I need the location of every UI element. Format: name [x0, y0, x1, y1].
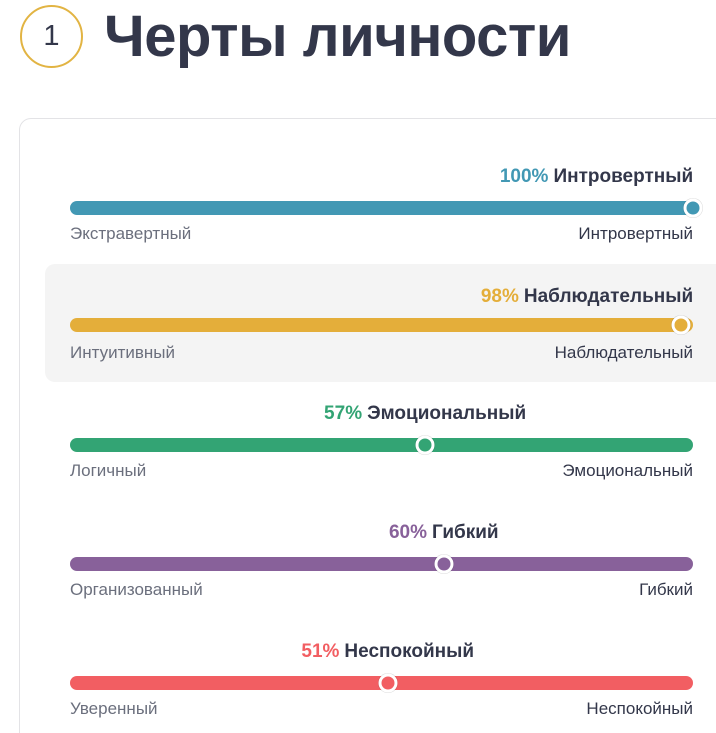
trait-bar — [70, 435, 693, 455]
trait-row-identity[interactable]: 51% Неспокойный Уверенный Неспокойный — [45, 640, 716, 733]
trait-bar-knob — [683, 198, 703, 218]
trait-result: 98% Наблюдательный — [481, 285, 693, 309]
trait-percent: 100% — [499, 166, 549, 187]
trait-result: 100% Интровертный — [500, 165, 693, 189]
trait-row-mind[interactable]: 100% Интровертный Экстравертный Интроверт… — [45, 165, 716, 285]
trait-percent: 57% — [324, 403, 363, 424]
trait-result: 57% Эмоциональный — [324, 402, 526, 426]
trait-row-nature[interactable]: 57% Эмоциональный Логичный Эмоциональный — [45, 402, 716, 522]
trait-bar — [70, 198, 703, 218]
trait-percent: 98% — [480, 286, 519, 307]
trait-right-label: Интровертный — [578, 224, 693, 243]
trait-result-label: Неспокойный — [344, 641, 475, 662]
trait-result-label: Гибкий — [432, 522, 499, 543]
trait-bar-knob — [378, 673, 398, 693]
page-title: Черты личности — [104, 4, 571, 69]
trait-right-label: Неспокойный — [586, 699, 693, 718]
trait-left-label: Логичный — [70, 461, 147, 480]
trait-percent: 51% — [301, 641, 340, 662]
trait-result-label: Эмоциональный — [367, 403, 527, 424]
trait-bar-knob — [671, 315, 691, 335]
trait-result: 51% Неспокойный — [301, 640, 474, 664]
trait-right-label: Наблюдательный — [554, 343, 693, 362]
step-number-badge: 1 — [20, 5, 83, 68]
trait-left-label: Организованный — [70, 580, 203, 599]
trait-right-label: Эмоциональный — [562, 461, 693, 480]
trait-percent: 60% — [388, 522, 428, 543]
trait-left-label: Уверенный — [70, 699, 158, 718]
trait-bar — [70, 673, 693, 693]
section-header: 1 Черты личности — [0, 0, 716, 80]
trait-left-label: Интуитивный — [70, 343, 175, 362]
trait-left-label: Экстравертный — [70, 224, 192, 243]
trait-bar-knob — [415, 435, 435, 455]
trait-bar-knob — [434, 554, 454, 574]
trait-result: 60% Гибкий — [389, 521, 499, 545]
trait-result-label: Интровертный — [553, 166, 694, 187]
trait-result-label: Наблюдательный — [523, 286, 694, 307]
traits-card — [19, 118, 716, 733]
trait-row-tactics[interactable]: 60% Гибкий Организованный Гибкий — [45, 521, 716, 641]
trait-row-energy[interactable]: 98% Наблюдательный Интуитивный Наблюдател… — [45, 264, 716, 382]
trait-bar — [70, 315, 693, 335]
trait-right-label: Гибкий — [639, 580, 693, 599]
trait-bar — [70, 554, 693, 574]
